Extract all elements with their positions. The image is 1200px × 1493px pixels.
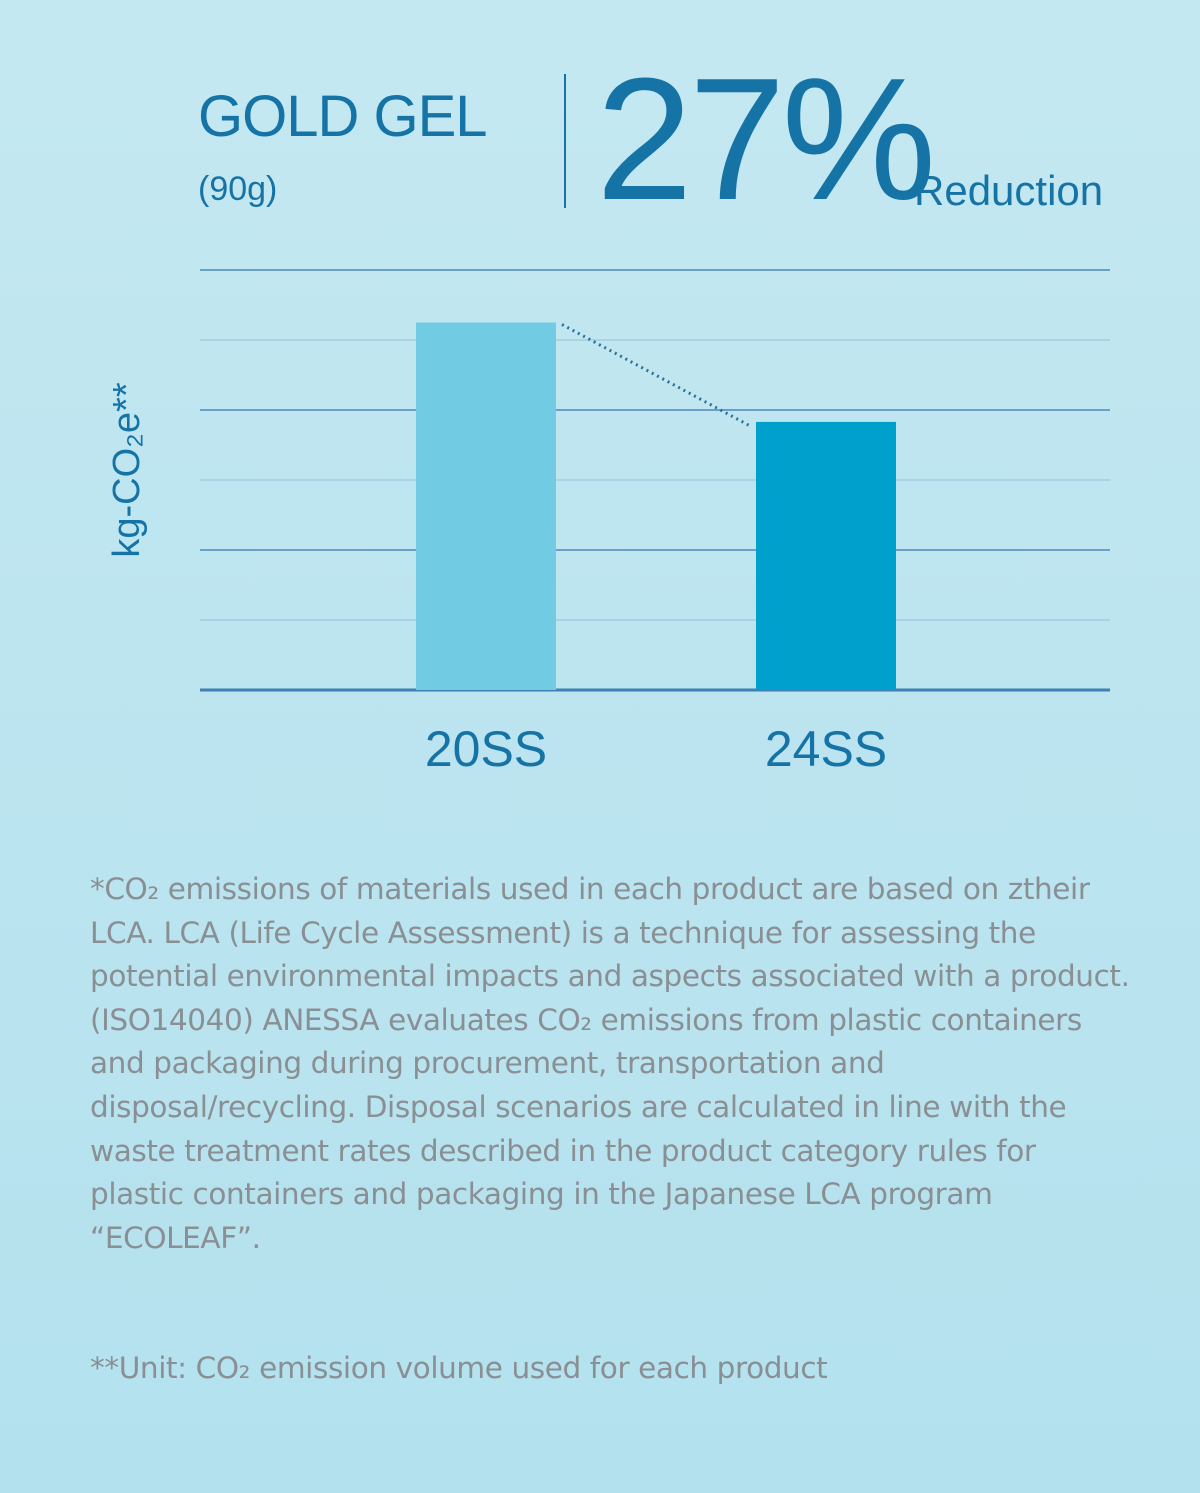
chart-gridlines [200, 269, 1110, 692]
bar-chart: 20SS 24SS [200, 269, 1110, 777]
bar-20ss [416, 322, 556, 690]
reduction-label: Reduction [914, 167, 1104, 214]
product-size: (90g) [198, 170, 278, 208]
x-axis-labels: 20SS 24SS [425, 721, 887, 777]
header-divider [564, 74, 566, 208]
x-tick-label-24ss: 24SS [765, 721, 887, 777]
y-axis-label: kg-CO₂e** [106, 382, 148, 558]
footnote-unit: **Unit: CO₂ emission volume used for eac… [90, 1351, 828, 1385]
reduction-percentage: 27% [596, 41, 936, 236]
x-tick-label-20ss: 20SS [425, 721, 547, 777]
chart-title: GOLD GEL [198, 84, 488, 149]
footnote-lca: *CO₂ emissions of materials used in each… [90, 872, 1130, 1255]
bar-24ss [756, 421, 896, 690]
chart-bars [416, 322, 896, 690]
